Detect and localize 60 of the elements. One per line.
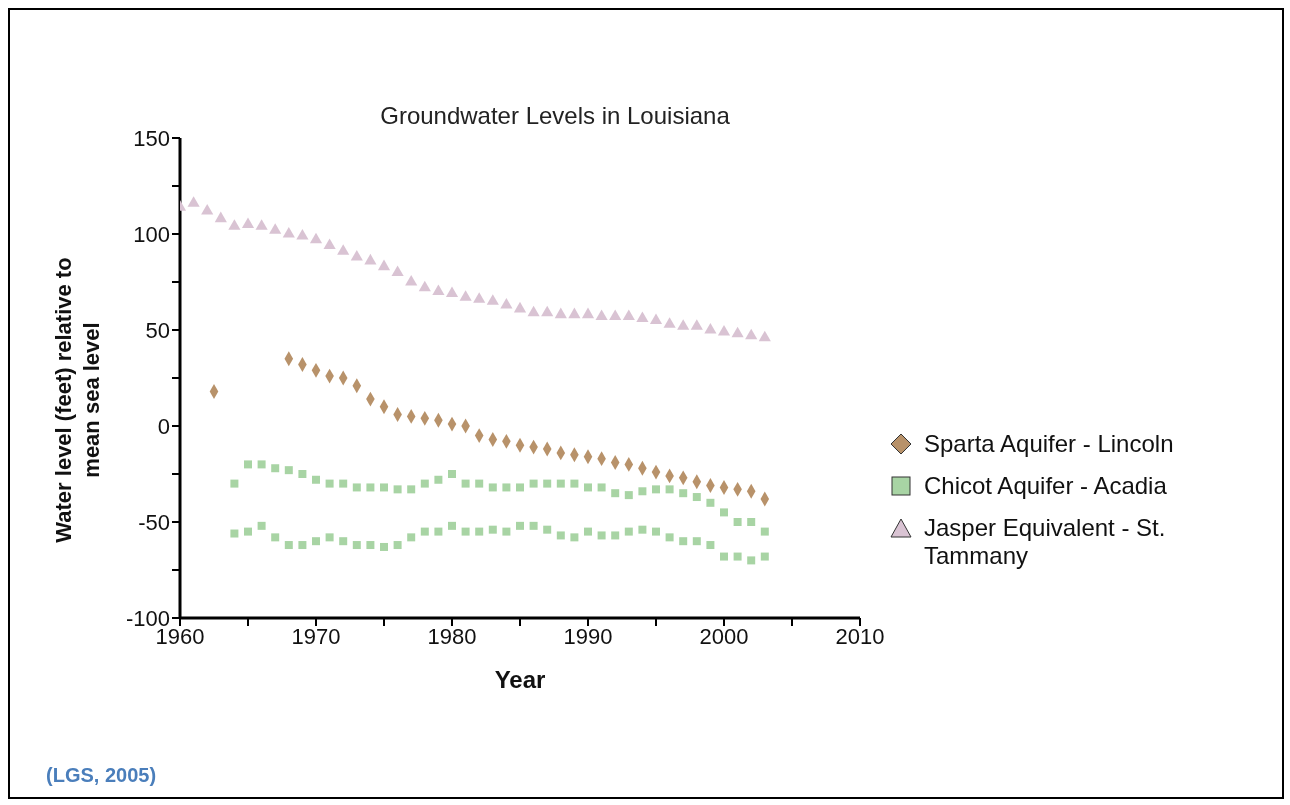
point xyxy=(636,311,649,322)
y-tick-label: 0 xyxy=(157,413,170,439)
x-tick-label: 1970 xyxy=(291,623,341,649)
point xyxy=(201,203,214,215)
point xyxy=(622,309,635,321)
point xyxy=(377,259,391,271)
x-tick-label: 2010 xyxy=(835,623,885,649)
text: (LGS, 2005) xyxy=(46,764,157,787)
point xyxy=(459,290,472,301)
point xyxy=(677,319,690,330)
point xyxy=(323,238,336,250)
y-tick-label: 100 xyxy=(133,221,170,247)
point xyxy=(717,324,731,336)
point xyxy=(418,280,431,292)
legend-label: Sparta Aquifer - Lincoln xyxy=(924,430,1174,458)
x-tick-label: 2000 xyxy=(699,623,749,649)
point xyxy=(309,232,323,244)
point xyxy=(391,265,404,276)
point xyxy=(337,244,350,255)
x-tick-label: 1980 xyxy=(427,623,477,649)
point xyxy=(228,219,241,230)
point xyxy=(405,274,418,286)
point xyxy=(554,307,567,319)
point xyxy=(214,211,227,223)
x-tick-label: 1990 xyxy=(563,623,613,649)
point xyxy=(649,313,663,324)
legend-label: Jasper Equivalent - St. Tammany xyxy=(924,514,1167,570)
y-tick-label: 150 xyxy=(133,125,170,151)
point xyxy=(473,292,486,303)
point xyxy=(282,226,295,238)
point xyxy=(364,253,377,265)
point xyxy=(745,328,758,340)
point xyxy=(296,228,309,240)
point xyxy=(690,319,703,330)
point xyxy=(731,326,744,338)
point xyxy=(513,301,527,313)
point xyxy=(432,284,445,296)
point xyxy=(704,322,717,334)
point xyxy=(568,307,581,319)
point xyxy=(187,196,200,207)
point xyxy=(269,223,282,234)
point xyxy=(255,219,268,230)
y-tick-label: -50 xyxy=(138,509,170,535)
point xyxy=(581,307,595,319)
y-tick-label: 50 xyxy=(145,317,170,343)
point xyxy=(500,298,513,309)
chart-title: Groundwater Levels in Louisiana xyxy=(379,102,731,130)
point xyxy=(595,309,608,321)
point xyxy=(241,217,255,228)
point xyxy=(663,317,676,328)
y-axis-title: Water level (feet) relative to mean sea level xyxy=(50,256,105,545)
point xyxy=(350,250,363,261)
point xyxy=(527,305,540,317)
x-axis-title: Year xyxy=(494,666,546,693)
point xyxy=(541,305,554,317)
legend-label: Chicot Aquifer - Acadia xyxy=(924,472,1167,500)
point xyxy=(445,286,459,298)
point xyxy=(609,309,622,321)
point xyxy=(758,330,771,342)
point xyxy=(486,294,499,305)
